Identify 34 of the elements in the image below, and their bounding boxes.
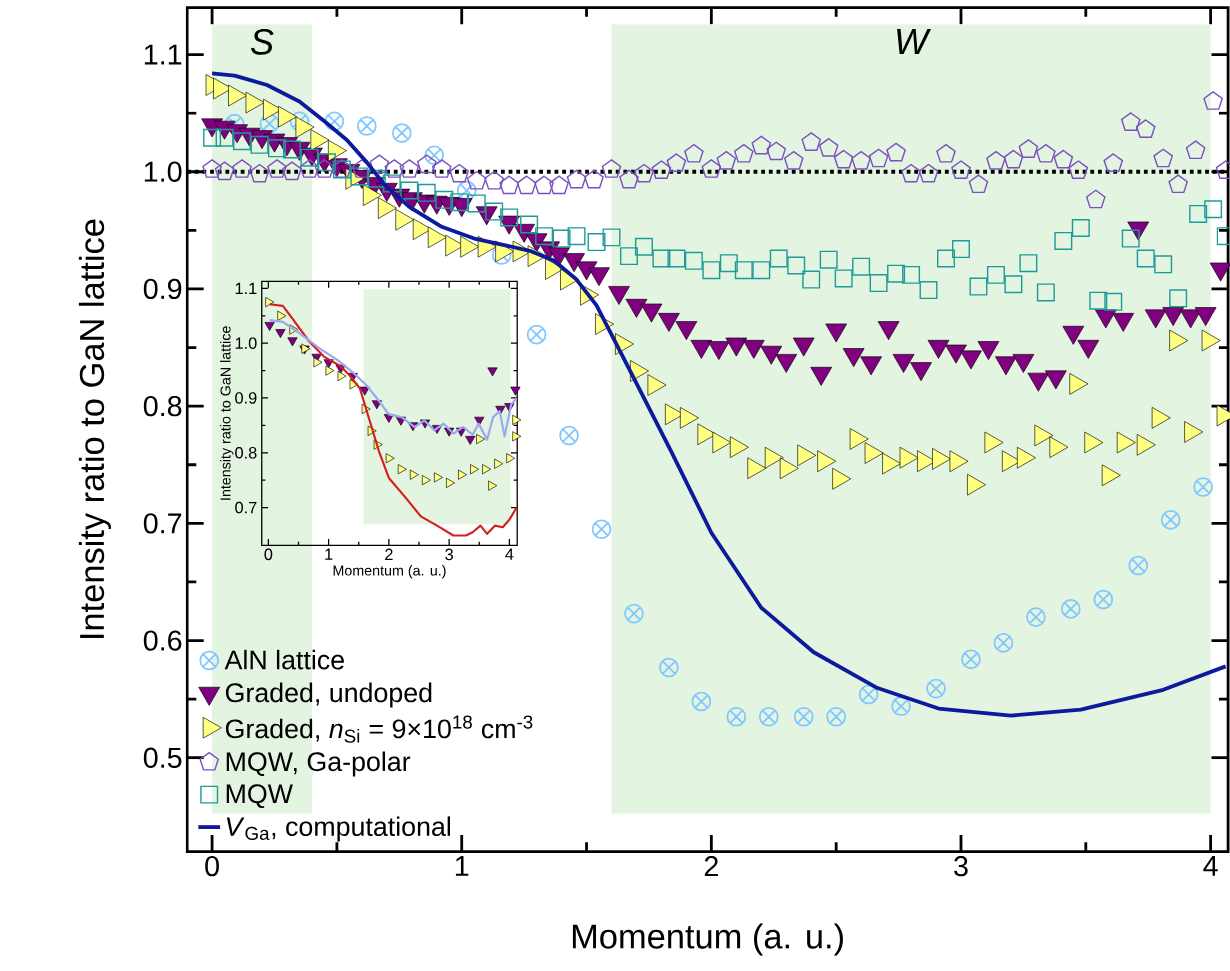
x-tick-label: 2 [385,548,393,560]
x-tick-label: 4 [505,548,514,560]
y-tick-label: 0.9 [143,278,182,300]
legend-label: MQW, Ga-polar [226,751,411,777]
y-tick-label: 0.6 [143,630,182,651]
y-tick-label: 0.7 [143,513,182,534]
legend-label: MQW [226,784,293,809]
x-axis-title: Momentum (a. u.) [333,565,446,579]
legend-label: V$_{Ga}$, computational [226,816,451,842]
legend-label: Graded, undoped [225,682,432,708]
y-tick-label: 0.8 [143,395,182,417]
x-tick-label: 1 [325,548,333,560]
band-label: S [250,28,274,55]
y-tick-label: 1.0 [144,161,182,182]
band-label: W [897,28,932,54]
x-tick-label: 0 [264,548,273,561]
y-tick-label: 1.0 [235,337,257,349]
x-tick-label: 3 [445,548,453,561]
legend-label: Graded, n$_{Si}$ = 9×10$^{18}$ cm$^{-3}$ [225,715,533,743]
x-tick-label: 0 [205,855,219,877]
y-tick-label: 0.9 [235,392,257,404]
x-axis-title: Momentum (a. u.) [572,923,843,956]
y-tick-label: 0.8 [235,446,257,459]
y-tick-label: 0.7 [235,501,257,514]
x-tick-label: 4 [1203,855,1218,876]
legend-label: AlN lattice [224,649,344,670]
x-tick-label: 2 [704,855,718,877]
y-axis-title: Intensity ratio to GaN lattice [78,219,111,638]
y-tick-label: 0.5 [143,747,182,768]
x-tick-label: 1 [455,855,469,876]
y-tick-label: 1.1 [144,44,182,65]
x-tick-label: 3 [954,855,968,877]
y-tick-label: 1.1 [235,282,257,294]
y-axis-title: Intensity ratio to GaN lattice [220,326,234,500]
